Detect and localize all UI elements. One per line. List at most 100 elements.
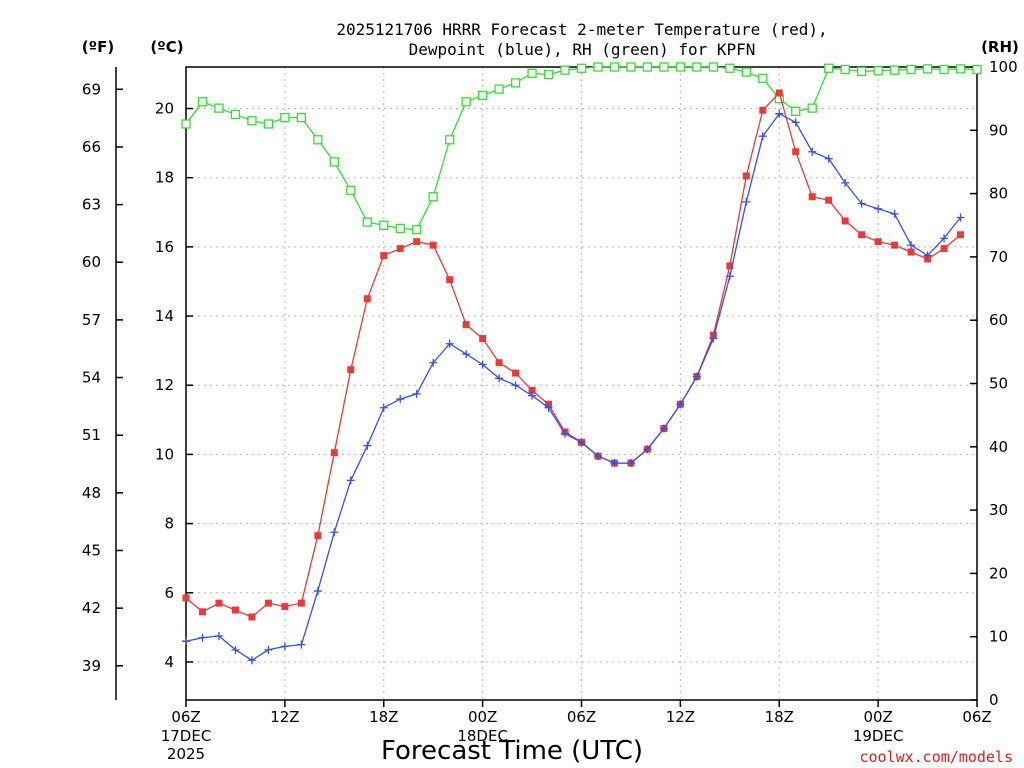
dewpoint-point [676,400,685,409]
date-label: 19DEC [853,727,904,745]
rh-point [609,62,620,72]
x-axis-label: Forecast Time (UTC) [381,736,643,766]
rh-point [840,64,850,75]
year-label: 2025 [167,745,205,763]
temperature-point [363,295,371,303]
rh-point [280,112,290,123]
temperature-point [479,335,487,343]
dewpoint-point [478,360,487,369]
dewpoint-point [462,350,471,359]
dewpoint-point [379,403,388,412]
dewpoint-point [264,645,273,654]
rh-point [939,64,949,75]
dewpoint-point [363,441,372,450]
rh-point [247,116,257,126]
fahrenheit-tick-label: 54 [82,369,101,387]
chart-title-line2: Dewpoint (blue), RH (green) for KPFN [409,40,756,59]
temperature-point [775,89,783,97]
celsius-tick-label: 8 [164,515,174,533]
temperature-point [825,196,833,204]
rh-point [560,65,570,75]
rh-point [856,66,867,77]
rh-point [824,63,834,73]
temperature-point [841,217,849,225]
rh-point [758,73,768,84]
temperature-point [891,241,899,249]
temperature-point [742,172,750,180]
temperature-point [314,532,322,540]
fahrenheit-tick-label: 69 [82,80,101,98]
fahrenheit-axis: 39 42 45 48 51 54 57 60 63 66 69 [82,80,123,675]
celsius-tick-label: 18 [155,169,174,187]
rh-point [675,62,686,72]
dewpoint-point [940,234,949,243]
fahrenheit-tick-label: 66 [82,138,101,156]
dewpoint-point [709,334,718,343]
rh-point [906,64,916,75]
dewpoint-point [956,213,965,222]
rh-point [346,185,356,196]
dewpoint-series [182,109,965,665]
rh-point [708,62,718,72]
fahrenheit-tick-label: 57 [82,311,101,329]
rh-tick-label: 10 [989,628,1008,646]
fahrenheit-tick-label: 48 [82,484,101,502]
dewpoint-point [231,645,240,654]
fahrenheit-tick-label: 63 [82,196,101,214]
temperature-point [413,238,421,246]
temperature-point [907,248,915,256]
rh-point [889,65,900,75]
time-tick-label: 00Z [863,708,892,726]
rh-tick-label: 70 [989,248,1008,266]
rh-tick-label: 60 [989,311,1008,329]
dewpoint-point [610,459,619,468]
dewpoint-point [313,587,322,596]
dewpoint-point [561,429,570,438]
celsius-tick-label: 14 [155,307,174,325]
rh-tick-label: 50 [989,375,1008,393]
rh-point [642,62,653,72]
rh-point [510,78,521,88]
rh-point [955,64,966,74]
rh-point [576,63,587,73]
rh-point [873,66,883,76]
dewpoint-point [742,197,751,206]
temperature-point [874,238,882,246]
dewpoint-point [445,339,454,348]
time-tick-label: 06Z [567,708,596,726]
fahrenheit-tick-label: 51 [82,426,101,444]
rh-axis-header: (RH) [981,38,1019,56]
celsius-tick-label: 6 [164,584,174,602]
rh-point [461,97,471,107]
rh-point [230,109,241,120]
rh-point [659,62,669,72]
fahrenheit-tick-label: 42 [82,599,101,617]
rh-series [181,62,982,235]
date-label: 18DEC [457,727,508,745]
rh-tick-label: 40 [989,438,1008,456]
fahrenheit-axis-header: (ºF) [82,38,114,56]
dewpoint-point [890,210,899,219]
dewpoint-point [280,642,289,651]
temperature-point [380,252,388,260]
chart-title-line1: 2025121706 HRRR Forecast 2-meter Tempera… [336,20,827,39]
dewpoint-point [874,204,883,213]
time-tick-label: 00Z [468,708,497,726]
rh-point [593,62,603,72]
dewpoint-point [528,391,537,400]
fahrenheit-tick-label: 45 [82,541,101,559]
temperature-point [264,599,272,607]
rh-point [791,106,801,116]
temperature-point [182,594,190,602]
fahrenheit-tick-label: 39 [82,657,101,675]
temperature-point [248,613,256,621]
dewpoint-point [247,656,256,665]
dewpoint-point [857,199,866,208]
credit-label: coolwx.com/models [859,748,1013,766]
temperature-point [281,603,289,611]
rh-point [214,103,224,113]
rh-point [527,68,537,78]
rh-point [428,192,438,202]
celsius-tick-label: 20 [155,100,174,118]
time-tick-label: 12Z [666,708,695,726]
